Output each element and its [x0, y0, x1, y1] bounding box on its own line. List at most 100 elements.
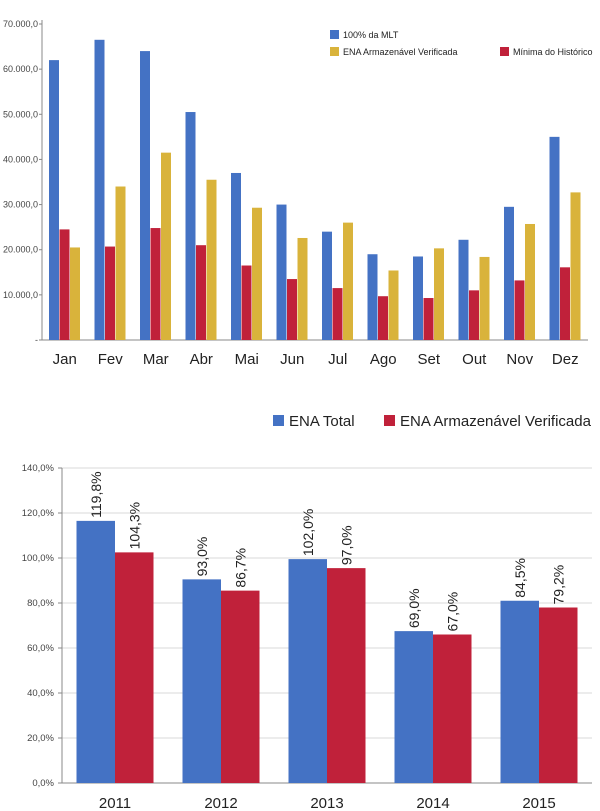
y-tick-label: 140,0%: [22, 463, 55, 474]
bar-blue: [394, 631, 433, 783]
bar-red: [514, 280, 525, 340]
y-tick-label: 30.000,0: [3, 200, 38, 210]
bar-red: [196, 245, 206, 340]
bar-gold: [388, 270, 399, 340]
legend-swatch-gold: [330, 47, 339, 56]
bar-red: [59, 229, 70, 340]
x-tick-label: Mai: [235, 351, 259, 368]
bar-gold: [115, 186, 126, 340]
y-tick-label: 40,0%: [27, 688, 54, 699]
bar-blue: [231, 172, 241, 340]
bar-gold: [570, 192, 581, 340]
y-tick-label: 60.000,0: [3, 64, 38, 74]
bar-blue: [504, 206, 514, 340]
bar-red: [327, 568, 366, 783]
legend-label: ENA Armazenável Verificada: [400, 413, 592, 430]
legend-label: 100% da MLT: [343, 30, 399, 40]
y-tick-label: -: [35, 335, 38, 345]
x-tick-label: Jul: [328, 351, 347, 368]
x-tick-label: 2011: [99, 795, 131, 811]
data-label: 119,8%: [88, 471, 104, 517]
bar-blue: [413, 256, 423, 340]
y-tick-label: 20.000,0: [3, 245, 38, 255]
yearly-ena-chart: ENA Total ENA Armazenável Verificada 0,0% 2…: [22, 413, 592, 811]
bar-gold: [479, 256, 490, 340]
data-label: 93,0%: [194, 537, 210, 577]
bar-blue: [76, 520, 115, 783]
y-tick-label: 10.000,0: [3, 290, 38, 300]
x-tick-label: 2015: [522, 795, 555, 811]
bar-red: [332, 288, 343, 340]
data-label: 86,7%: [232, 548, 248, 588]
bar-blue: [500, 600, 539, 783]
data-label: 104,3%: [126, 502, 142, 549]
data-label: 97,0%: [338, 525, 354, 565]
bar-red: [433, 634, 472, 783]
bar-red: [150, 228, 161, 340]
bar-gold: [434, 248, 444, 340]
x-tick-label: Jun: [280, 351, 304, 368]
legend-swatch-blue: [330, 30, 339, 39]
x-tick-label: Out: [462, 351, 487, 368]
bar-red: [539, 607, 578, 783]
data-label: 84,5%: [512, 558, 528, 598]
data-label: 102,0%: [300, 509, 316, 556]
bar-blue: [49, 60, 59, 340]
bar-blue: [322, 231, 332, 340]
bar-red: [378, 296, 388, 340]
x-tick-label: 2013: [310, 795, 343, 811]
bar-blue: [140, 51, 150, 340]
bar-red: [469, 290, 479, 340]
bar-blue: [182, 579, 221, 783]
y-tick-label: 60,0%: [27, 643, 54, 654]
bar-red: [115, 552, 154, 783]
bar-blue: [185, 112, 196, 341]
bar-gold: [343, 222, 353, 340]
y-tick-label: 20,0%: [27, 733, 54, 744]
bar-red: [241, 265, 252, 340]
legend-swatch-red: [500, 47, 509, 56]
x-tick-label: Mar: [143, 351, 169, 368]
legend-label: ENA Total: [289, 413, 355, 430]
y-tick-label: 80,0%: [27, 598, 54, 609]
bar-blue: [276, 204, 287, 340]
y-tick-label: 70.000,0: [3, 19, 38, 29]
x-tick-label: Set: [417, 351, 440, 368]
bar-red: [287, 279, 297, 340]
bar-red: [423, 298, 434, 340]
legend-swatch-red: [384, 415, 395, 426]
bar-blue: [94, 39, 105, 341]
bar-red: [560, 267, 570, 340]
x-tick-label: Fev: [98, 351, 124, 368]
y-tick-label: 0,0%: [32, 778, 54, 789]
bar-gold: [252, 207, 262, 340]
x-tick-label: Abr: [190, 351, 213, 368]
monthly-ena-chart: - 10.000,0 20.000,0 30.000,0 40.000,0 50.000,…: [3, 19, 593, 368]
y-tick-label: 100,0%: [22, 553, 55, 564]
data-label: 67,0%: [444, 592, 460, 632]
bar-red: [221, 590, 260, 783]
data-label: 79,2%: [550, 565, 566, 605]
x-tick-label: Dez: [552, 351, 579, 368]
x-tick-label: Nov: [506, 351, 533, 368]
data-label: 69,0%: [406, 588, 422, 628]
bar-gold: [525, 223, 535, 340]
bar-red: [105, 246, 115, 340]
bar-blue: [549, 136, 560, 340]
x-tick-label: Ago: [370, 351, 397, 368]
bar-blue: [458, 239, 469, 340]
y-tick-label: 40.000,0: [3, 154, 38, 164]
x-tick-label: 2014: [416, 795, 449, 811]
x-tick-label: 2012: [204, 795, 237, 811]
bar-gold: [206, 179, 217, 340]
legend-label: Mínima do Histórico: [513, 47, 593, 57]
y-tick-label: 50.000,0: [3, 109, 38, 119]
y-tick-label: 120,0%: [22, 508, 55, 519]
bar-blue: [288, 559, 327, 783]
bar-gold: [70, 247, 80, 340]
legend-swatch-blue: [273, 415, 284, 426]
legend-label: ENA Armazenável Verificada: [343, 47, 458, 57]
bar-gold: [161, 152, 171, 340]
bar-blue: [367, 254, 378, 340]
x-tick-label: Jan: [53, 351, 77, 368]
